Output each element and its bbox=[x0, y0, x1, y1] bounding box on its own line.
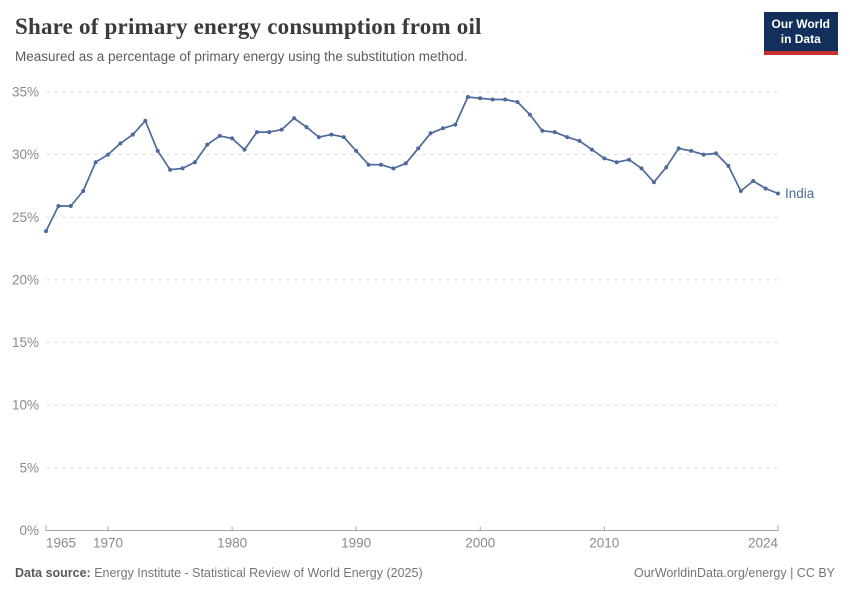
data-point[interactable] bbox=[341, 135, 346, 140]
y-tick-label: 25% bbox=[12, 210, 39, 225]
data-point[interactable] bbox=[676, 146, 681, 151]
series-line[interactable] bbox=[45, 96, 779, 232]
data-point[interactable] bbox=[701, 152, 706, 157]
data-point[interactable] bbox=[68, 204, 73, 208]
data-point[interactable] bbox=[242, 147, 247, 152]
credit-link[interactable]: OurWorldinData.org/energy | CC BY bbox=[633, 566, 835, 580]
data-point[interactable] bbox=[366, 162, 371, 167]
data-point[interactable] bbox=[490, 97, 495, 102]
data-point[interactable] bbox=[192, 160, 197, 165]
owid-logo: Our World in Data bbox=[763, 12, 838, 55]
x-tick-label: 1980 bbox=[217, 536, 247, 551]
data-point[interactable] bbox=[714, 151, 718, 156]
data-point[interactable] bbox=[329, 132, 334, 137]
y-tick-label: 10% bbox=[12, 398, 39, 413]
data-point[interactable] bbox=[279, 127, 284, 132]
data-point[interactable] bbox=[143, 118, 148, 123]
x-tick-label: 2010 bbox=[589, 536, 619, 551]
x-tick-label: 2000 bbox=[465, 536, 495, 551]
data-point[interactable] bbox=[751, 179, 756, 183]
data-point[interactable] bbox=[292, 116, 297, 121]
data-point[interactable] bbox=[254, 130, 259, 135]
owid-logo-line2: in Data bbox=[780, 32, 821, 46]
data-point[interactable] bbox=[354, 148, 359, 153]
owid-logo-line1: Our World bbox=[771, 17, 830, 31]
x-tick-label: 2024 bbox=[748, 536, 779, 551]
data-point[interactable] bbox=[81, 189, 86, 193]
chart-title: Share of primary energy consumption from… bbox=[15, 14, 482, 39]
data-point[interactable] bbox=[155, 148, 160, 153]
data-point[interactable] bbox=[168, 167, 173, 172]
data-point[interactable] bbox=[763, 186, 768, 191]
data-point[interactable] bbox=[776, 191, 780, 196]
data-point[interactable] bbox=[428, 131, 433, 136]
data-point[interactable] bbox=[416, 146, 421, 151]
y-tick-label: 0% bbox=[19, 523, 39, 538]
data-point[interactable] bbox=[403, 161, 408, 166]
data-point[interactable] bbox=[230, 136, 235, 141]
data-point[interactable] bbox=[478, 96, 483, 101]
series-label[interactable]: India bbox=[785, 186, 815, 201]
data-point[interactable] bbox=[589, 147, 594, 152]
y-tick-label: 35% bbox=[12, 85, 39, 100]
data-point[interactable] bbox=[391, 166, 396, 171]
data-point[interactable] bbox=[503, 97, 508, 102]
y-tick-label: 5% bbox=[19, 460, 39, 475]
data-point[interactable] bbox=[205, 142, 210, 147]
data-point[interactable] bbox=[316, 135, 321, 140]
data-point[interactable] bbox=[465, 95, 470, 99]
chart-subtitle: Measured as a percentage of primary ener… bbox=[15, 49, 468, 64]
x-tick-label: 1965 bbox=[46, 536, 76, 551]
data-source-label: Data source: bbox=[15, 566, 91, 580]
data-point[interactable] bbox=[527, 112, 532, 117]
data-point[interactable] bbox=[118, 141, 123, 146]
data-point[interactable] bbox=[56, 204, 61, 208]
y-tick-label: 20% bbox=[12, 272, 39, 287]
x-tick-label: 1970 bbox=[93, 536, 123, 551]
data-point[interactable] bbox=[726, 163, 731, 168]
data-point[interactable] bbox=[379, 162, 383, 167]
chart-header: Share of primary energy consumption from… bbox=[15, 14, 755, 64]
data-point[interactable] bbox=[106, 152, 110, 157]
data-point[interactable] bbox=[217, 133, 222, 138]
data-source-link[interactable]: Energy Institute - Statistical Review of… bbox=[94, 566, 423, 580]
y-tick-label: 30% bbox=[12, 147, 39, 162]
data-point[interactable] bbox=[627, 157, 632, 162]
data-point[interactable] bbox=[664, 165, 669, 170]
data-point[interactable] bbox=[540, 128, 545, 133]
data-point[interactable] bbox=[515, 100, 520, 104]
data-point[interactable] bbox=[267, 130, 272, 135]
data-point[interactable] bbox=[552, 130, 557, 135]
data-point[interactable] bbox=[565, 135, 570, 140]
data-point[interactable] bbox=[130, 132, 135, 137]
data-point[interactable] bbox=[639, 166, 644, 171]
data-source: Data source: Energy Institute - Statisti… bbox=[15, 566, 423, 580]
y-tick-label: 15% bbox=[12, 335, 39, 350]
data-point[interactable] bbox=[93, 160, 98, 165]
data-point[interactable] bbox=[441, 126, 445, 131]
data-point[interactable] bbox=[738, 189, 743, 193]
data-point[interactable] bbox=[602, 156, 607, 161]
data-point[interactable] bbox=[304, 125, 309, 130]
data-point[interactable] bbox=[651, 180, 656, 185]
data-point[interactable] bbox=[614, 160, 619, 165]
x-tick-label: 1990 bbox=[341, 536, 371, 551]
data-point[interactable] bbox=[44, 229, 48, 234]
data-point[interactable] bbox=[453, 122, 458, 127]
data-point[interactable] bbox=[689, 148, 694, 153]
data-point[interactable] bbox=[577, 138, 582, 143]
data-point[interactable] bbox=[180, 166, 185, 171]
